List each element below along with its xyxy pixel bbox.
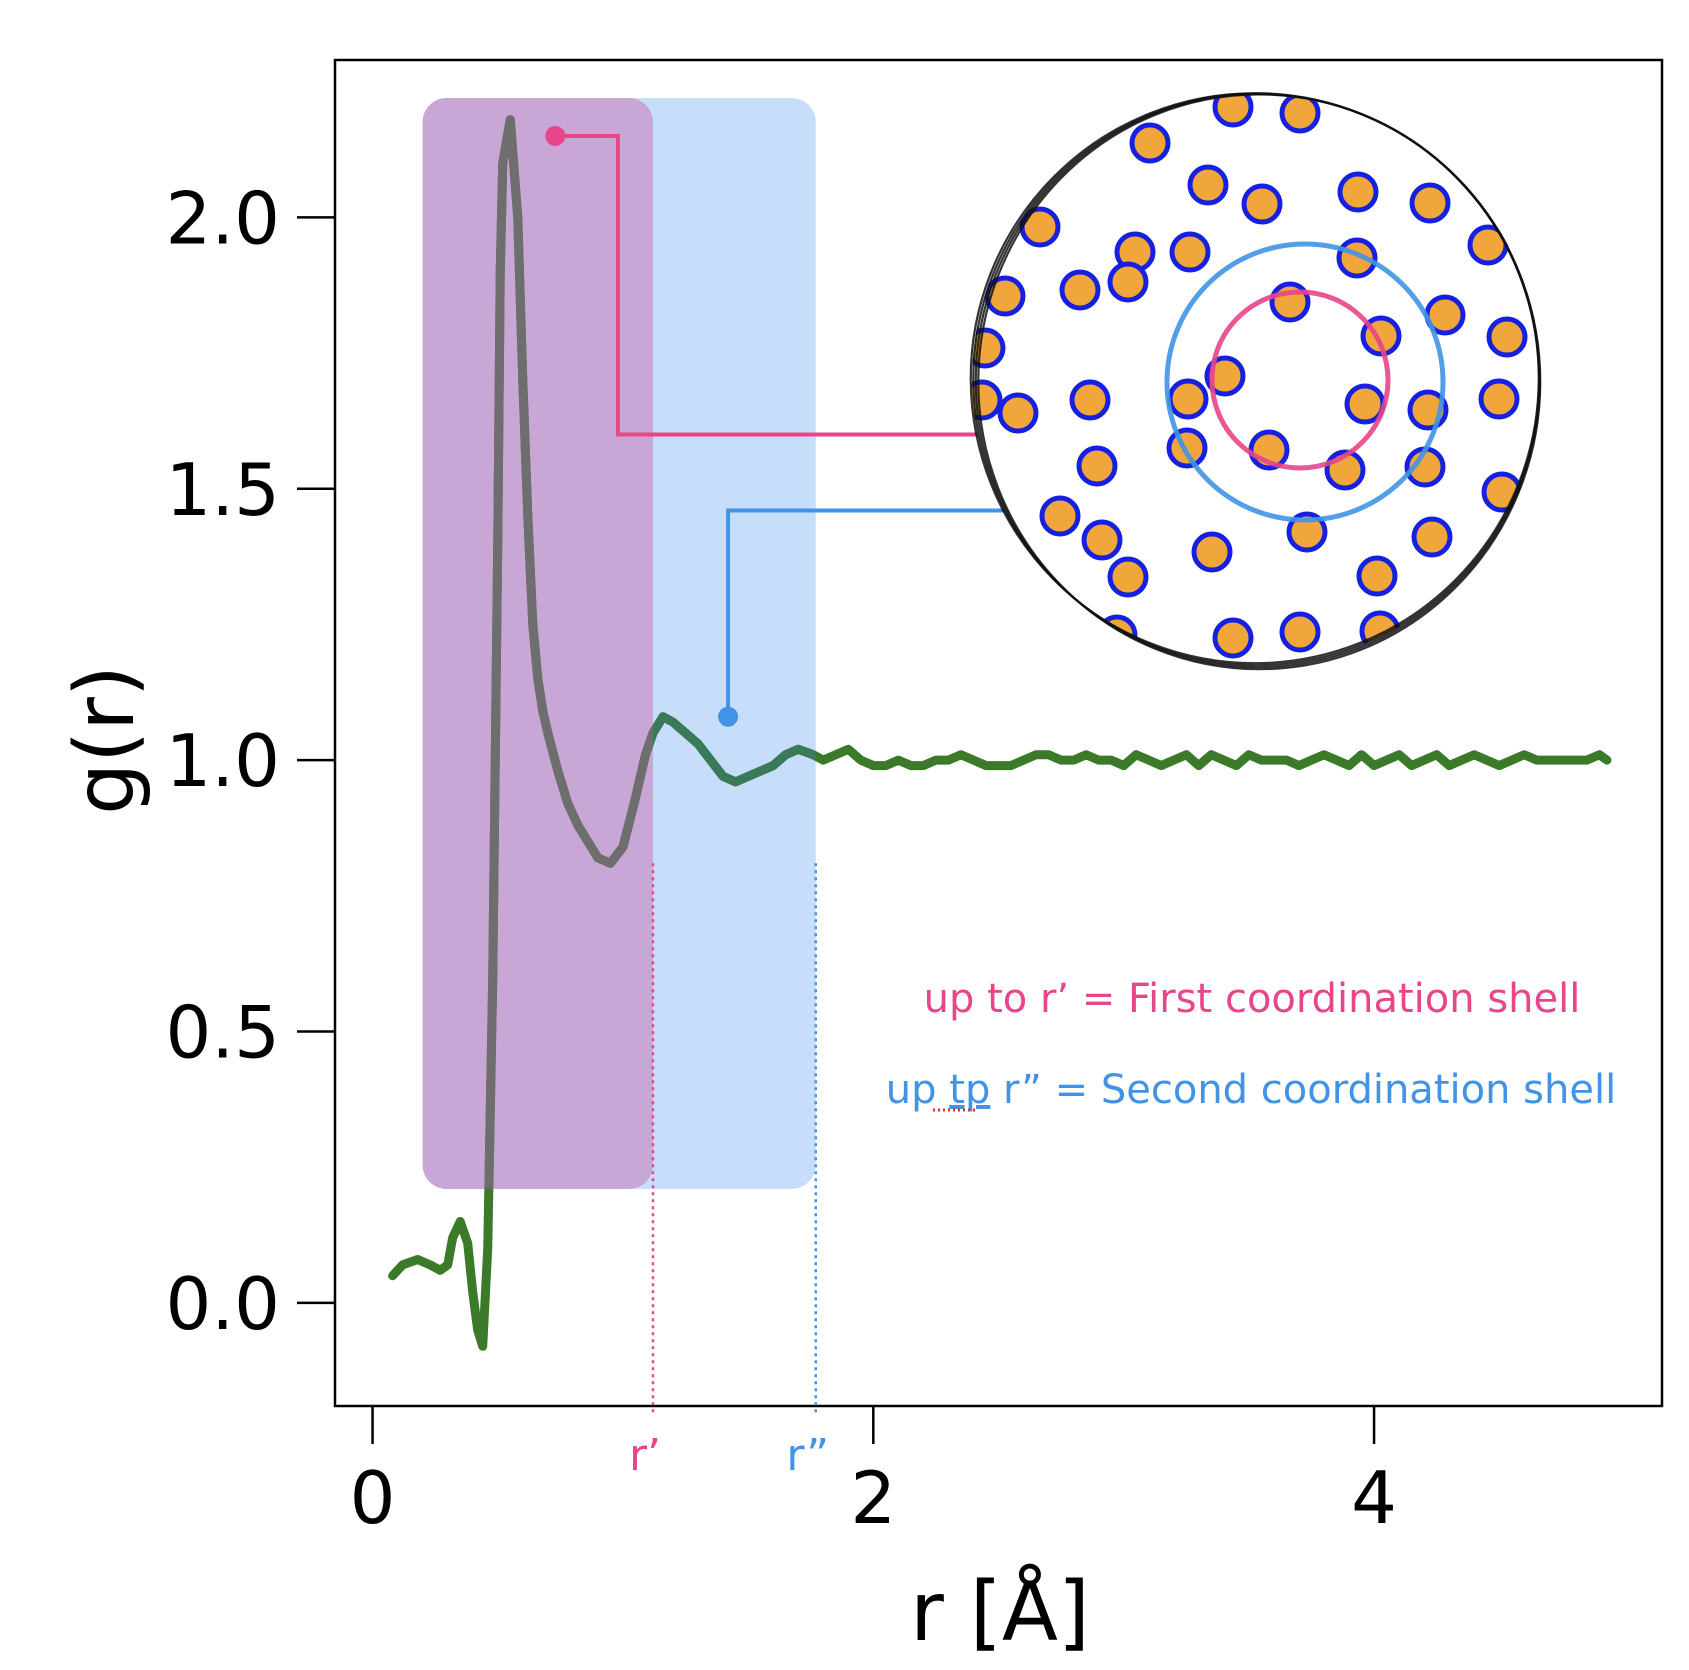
rdf-line-shell-tint [484, 115, 653, 1189]
atom [1241, 183, 1283, 225]
atom [984, 275, 1026, 317]
atom [1076, 445, 1118, 487]
atom [1279, 95, 1321, 134]
x-tick-label: 4 [1351, 1456, 1397, 1540]
peak-markers [545, 125, 739, 727]
atom [1129, 122, 1171, 164]
atom [1107, 261, 1149, 303]
x-axis: 0 2 4 [350, 1406, 1397, 1540]
first-shell-annotation: up to r’ = First coordination shell [924, 976, 1581, 1022]
atom [1356, 555, 1398, 597]
rdf-curve [388, 115, 1612, 1351]
cutoff-label: r’ [629, 1430, 661, 1481]
atom [1167, 378, 1209, 420]
inset-disc [972, 95, 1542, 665]
first-shell-connector [555, 133, 1237, 437]
atom [1269, 281, 1311, 323]
atom [1069, 379, 1111, 421]
atom [1191, 531, 1233, 573]
atom [1169, 231, 1211, 273]
atom [1337, 171, 1379, 213]
atom [1166, 427, 1208, 469]
atom [997, 392, 1039, 434]
y-tick-label: 1.5 [165, 448, 280, 532]
atom [1081, 519, 1123, 561]
atom [1411, 516, 1453, 558]
y-tick-label: 0.5 [165, 991, 280, 1075]
cutoff-label: r” [786, 1430, 829, 1481]
atom [1478, 378, 1520, 420]
y-axis-label: g(r) [58, 665, 153, 815]
x-tick-label: 2 [850, 1456, 896, 1540]
atom [1409, 182, 1451, 224]
atom [1187, 164, 1229, 206]
atom [1286, 511, 1328, 553]
second-shell-annotation-prefix: up [886, 1067, 949, 1113]
first-peak-marker [545, 125, 566, 146]
second-shell-ring [1164, 241, 1446, 523]
second-shell-annotation-text: r” = Second coordination shell [990, 1067, 1616, 1113]
atom [1279, 611, 1321, 653]
y-tick-label: 0.0 [165, 1262, 280, 1346]
first-shell-ring [1209, 289, 1391, 471]
y-tick-label: 1.0 [165, 719, 280, 803]
atom [1107, 556, 1149, 598]
second-shell-annotation: up tp r” = Second coordination shell [886, 1067, 1616, 1113]
atom [1212, 95, 1254, 128]
inset-boundary [977, 93, 1542, 671]
y-tick-label: 2.0 [165, 176, 280, 260]
atom [1486, 316, 1528, 358]
first-shell-annotation-prefix: up to [924, 976, 1040, 1022]
y-axis: 0.0 0.5 1.0 1.5 2.0 [165, 176, 335, 1346]
x-axis-label: r [Å] [910, 1564, 1090, 1660]
first-shell-annotation-text: r’ = First coordination shell [1040, 976, 1580, 1022]
x-tick-label: 0 [350, 1456, 396, 1540]
cutoff-lines [651, 863, 817, 1413]
atom [1059, 269, 1101, 311]
cutoff-labels: r’ r” [629, 1430, 829, 1481]
second-peak-marker [718, 706, 739, 727]
second-shell-annotation-typo: tp [949, 1067, 990, 1113]
atom [1039, 495, 1081, 537]
atom [1212, 617, 1254, 659]
atom [1204, 355, 1246, 397]
